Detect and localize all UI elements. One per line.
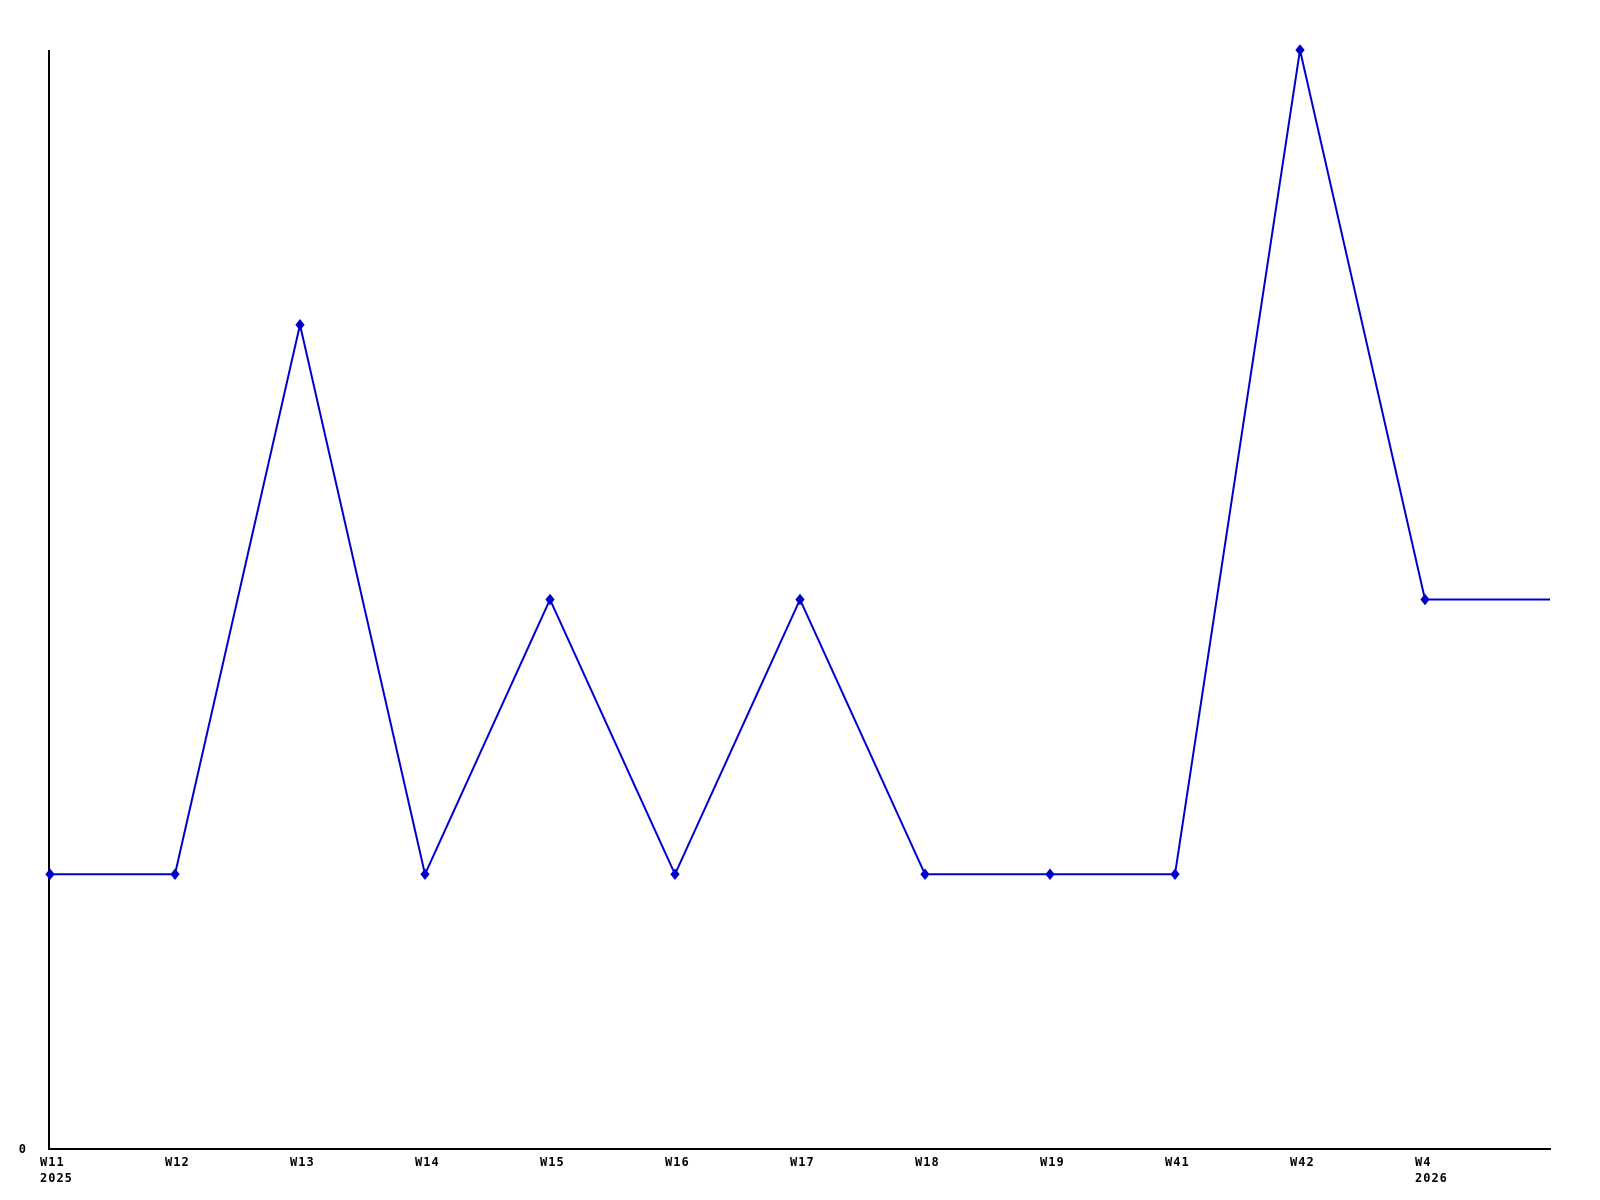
x-axis-label-W16: W16	[665, 1155, 690, 1169]
data-point-marker-W19	[1045, 868, 1055, 881]
data-point-marker-W41	[1170, 868, 1180, 881]
data-line	[50, 49, 1550, 878]
data-point-marker-W11	[45, 868, 55, 881]
data-point-marker-W12	[170, 868, 180, 881]
x-axis-label-W19: W19	[1040, 1155, 1065, 1169]
x-axis-year-label-2026: 2026	[1415, 1171, 1448, 1185]
x-axis-label-W12: W12	[165, 1155, 190, 1169]
x-axis-label-W4: W4	[1415, 1155, 1431, 1169]
x-axis-year-label-2025: 2025	[40, 1171, 73, 1185]
x-axis-label-W17: W17	[790, 1155, 815, 1169]
data-point-marker-W18	[920, 868, 930, 881]
x-axis-label-W13: W13	[290, 1155, 315, 1169]
y-axis-zero-label: 0	[19, 1142, 27, 1156]
data-point-marker-W15	[545, 593, 555, 606]
data-series-group	[50, 49, 1550, 878]
x-axis-labels-group: W11 W12 W13 W14 W15 W16 W17 W18 W19 W41 W42 W4 2025 2…	[40, 1155, 1448, 1185]
x-axis-label-W14: W14	[415, 1155, 440, 1169]
data-point-marker-W42	[1295, 44, 1305, 56]
data-point-marker-W4	[1420, 593, 1430, 606]
x-axis-label-W41: W41	[1165, 1155, 1190, 1169]
data-point-marker-W13	[295, 318, 305, 331]
x-axis-label-W15: W15	[540, 1155, 565, 1169]
data-point-marker-W14	[420, 868, 430, 881]
x-axis-label-W11: W11	[40, 1155, 65, 1169]
x-axis-label-W18: W18	[915, 1155, 940, 1169]
data-point-marker-W16	[670, 868, 680, 881]
data-marker-group	[45, 44, 1430, 881]
x-axis-label-W42: W42	[1290, 1155, 1315, 1169]
data-point-marker-W17	[795, 593, 805, 606]
